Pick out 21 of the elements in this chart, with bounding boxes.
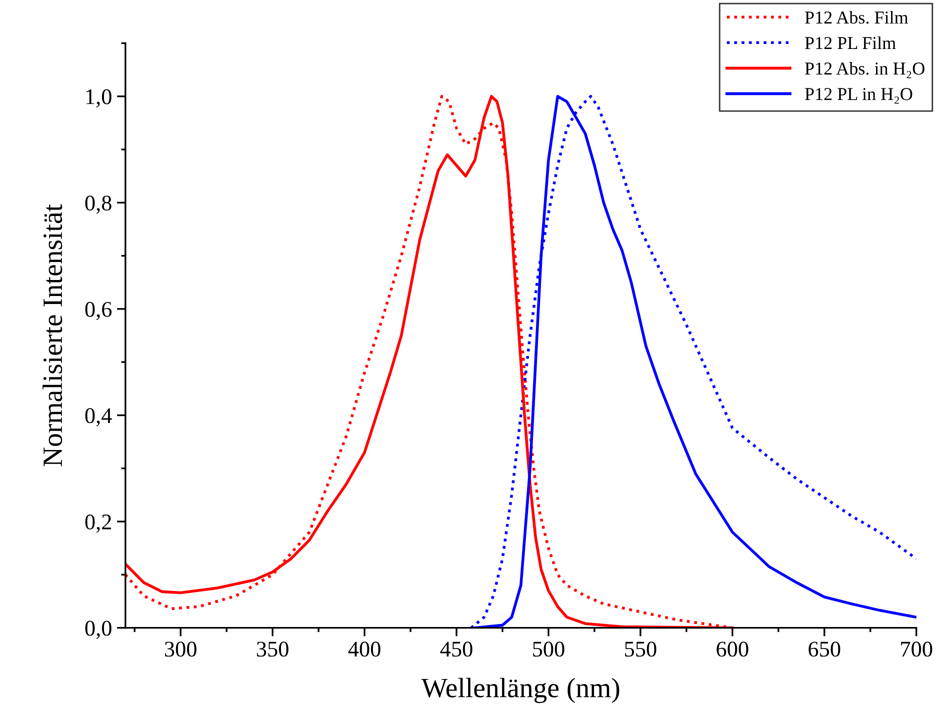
y-tick-label: 0,4: [85, 408, 112, 426]
y-tick-label: 0,8: [85, 196, 112, 214]
x-tick-label: 700: [901, 642, 932, 657]
y-tick-label: 1,0: [86, 89, 112, 108]
x-tick-label: 300: [165, 642, 196, 657]
x-tick-label: 450: [440, 642, 472, 657]
legend-label: P12 Abs. in H₂O: [805, 62, 924, 78]
x-tick-label: 550: [625, 642, 656, 657]
y-tick-label: 0,6: [85, 302, 112, 320]
legend-label: P12 Abs. Film: [805, 10, 908, 24]
y-axis-title: Normalisierte Intensität: [42, 204, 62, 466]
y-tick-label: 0,0: [85, 620, 112, 639]
x-tick-label: 500: [533, 642, 564, 657]
x-tick-label: 400: [348, 642, 380, 657]
x-tick-label: 650: [808, 642, 840, 657]
legend-label: P12 PL Film: [805, 36, 896, 49]
x-axis-title: Wellenlänge (nm): [421, 678, 620, 704]
legend-label: P12 PL in H₂O: [805, 88, 912, 104]
x-tick-label: 350: [256, 642, 288, 657]
x-tick-label: 600: [716, 642, 748, 657]
y-tick-label: 0,2: [85, 514, 112, 533]
